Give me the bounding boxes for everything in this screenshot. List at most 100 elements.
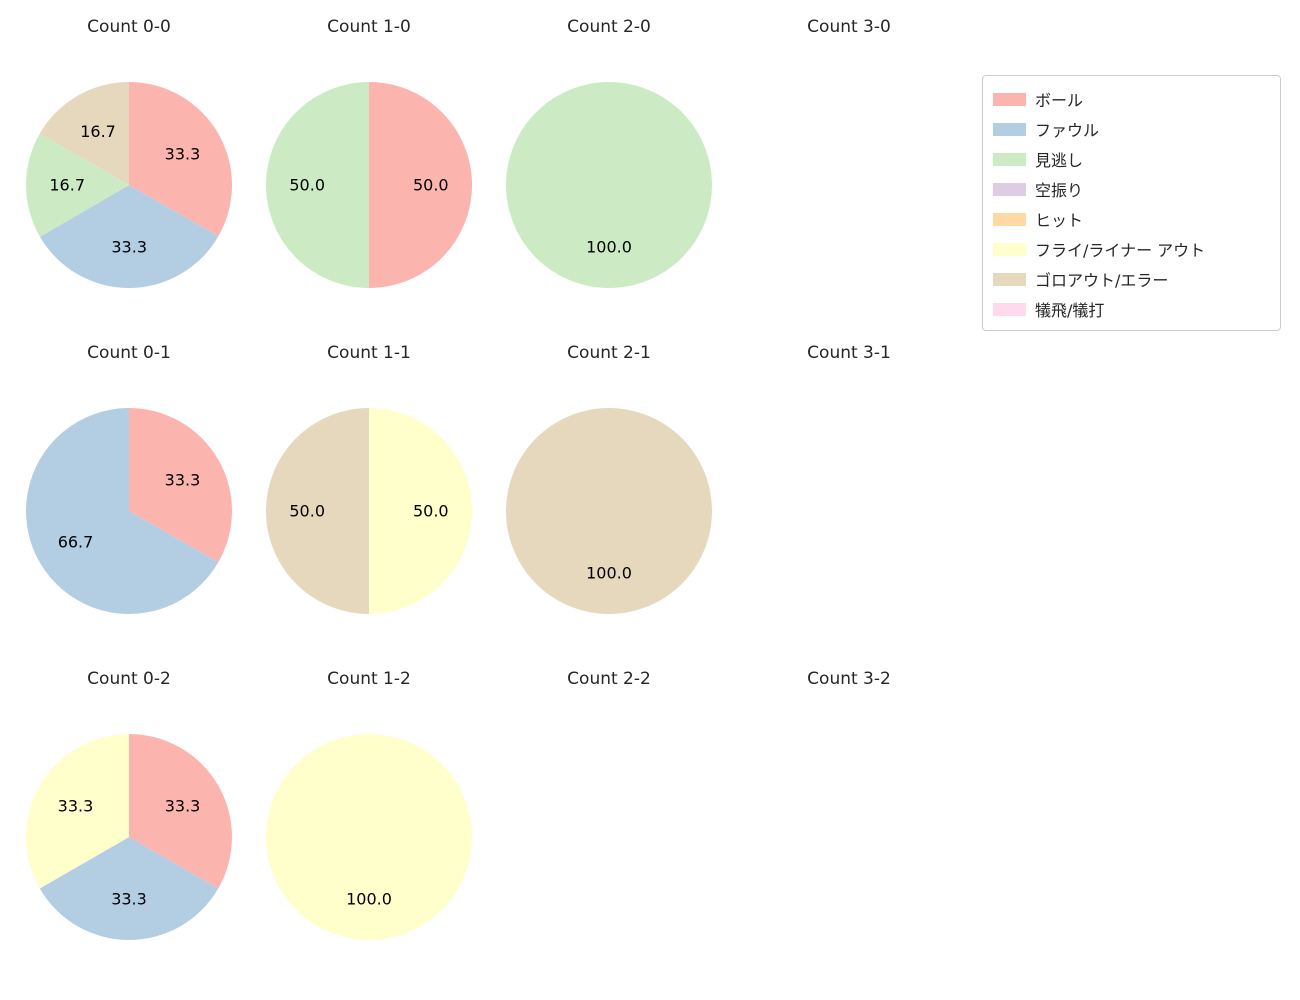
- chart-title: Count 2-1: [567, 343, 651, 363]
- legend-swatch: [993, 182, 1026, 196]
- chart-count-0-2: Count 0-2 33.3 33.3 33.3: [14, 668, 244, 944]
- legend-label: 見逃し: [1035, 151, 1084, 170]
- pie-slice: [369, 82, 472, 288]
- pie-slice: [40, 185, 219, 288]
- pie-count-2-1: 100.0: [494, 404, 724, 618]
- legend-swatch: [993, 212, 1026, 226]
- pie-slice-label: 33.3: [58, 797, 94, 816]
- pie-slice: [129, 734, 232, 889]
- pie-svg: 100.0: [266, 734, 472, 940]
- legend-item: ファウル: [983, 114, 1280, 144]
- pie-slice-label: 50.0: [289, 176, 325, 195]
- pie-count-3-1: [734, 404, 964, 618]
- pie-slice: [506, 408, 712, 614]
- pie-slice: [129, 408, 232, 563]
- pie-count-2-0: 100.0: [494, 78, 724, 292]
- pie-count-0-2: 33.3 33.3 33.3: [14, 730, 244, 944]
- pie-count-0-0: 33.3 33.3 16.7 16.7: [14, 78, 244, 292]
- chart-count-1-2: Count 1-2 100.0: [254, 668, 484, 944]
- chart-title: Count 3-2: [807, 669, 891, 689]
- chart-title: Count 3-0: [807, 17, 891, 37]
- legend-label: ファウル: [1035, 121, 1100, 140]
- pie-slice: [39, 82, 129, 185]
- pie-slice-label: 33.3: [165, 145, 201, 164]
- chart-title: Count 1-2: [327, 669, 411, 689]
- chart-title: Count 2-0: [567, 17, 651, 37]
- legend-label: ゴロアウト/エラー: [1035, 271, 1169, 290]
- pie-slice: [26, 734, 130, 889]
- pie-slice-label: 33.3: [111, 889, 147, 908]
- chart-count-0-1: Count 0-1 33.3 66.7: [14, 342, 244, 618]
- legend-label: 空振り: [1035, 181, 1084, 200]
- pie-slice-label: 50.0: [413, 176, 449, 195]
- pie-slice-label: 33.3: [165, 471, 201, 490]
- chart-title: Count 3-1: [807, 343, 891, 363]
- chart-count-3-0: Count 3-0: [734, 16, 964, 292]
- legend-swatch: [993, 242, 1026, 256]
- legend-label: ボール: [1035, 91, 1084, 110]
- pie-svg: 100.0: [506, 82, 712, 288]
- legend-item: ヒット: [983, 204, 1280, 234]
- pie-count-3-2: [734, 730, 964, 944]
- legend-item: 犠飛/犠打: [983, 294, 1280, 324]
- chart-count-3-2: Count 3-2: [734, 668, 964, 944]
- chart-count-1-1: Count 1-1 50.0 50.0: [254, 342, 484, 618]
- legend-swatch: [993, 92, 1026, 106]
- chart-title: Count 1-0: [327, 17, 411, 37]
- pie-count-2-2: [494, 730, 724, 944]
- legend-swatch: [993, 122, 1026, 136]
- legend-item: 空振り: [983, 174, 1280, 204]
- pie-slice-label: 33.3: [111, 237, 147, 256]
- pie-slice: [266, 408, 369, 614]
- pie-svg: 50.0 50.0: [266, 82, 472, 288]
- pie-slice-label: 33.3: [165, 797, 201, 816]
- pie-slice: [506, 82, 712, 288]
- pie-count-0-1: 33.3 66.7: [14, 404, 244, 618]
- legend-item: フライ/ライナー アウト: [983, 234, 1280, 264]
- chart-count-1-0: Count 1-0 50.0 50.0: [254, 16, 484, 292]
- pie-slice-label: 16.7: [49, 176, 85, 195]
- pie-slice: [266, 82, 369, 288]
- pie-svg: 33.3 33.3 33.3: [26, 734, 232, 940]
- chart-title: Count 0-2: [87, 669, 171, 689]
- legend-label: ヒット: [1035, 211, 1084, 230]
- chart-title: Count 0-1: [87, 343, 171, 363]
- chart-title: Count 2-2: [567, 669, 651, 689]
- legend-label: フライ/ライナー アウト: [1035, 241, 1206, 260]
- legend-swatch: [993, 152, 1026, 166]
- chart-title: Count 1-1: [327, 343, 411, 363]
- legend-swatch: [993, 302, 1026, 316]
- chart-count-2-2: Count 2-2: [494, 668, 724, 944]
- legend-item: ゴロアウト/エラー: [983, 264, 1280, 294]
- legend-item: ボール: [983, 84, 1280, 114]
- pie-slice: [129, 82, 232, 237]
- pie-slice: [266, 734, 472, 940]
- pie-svg: 50.0 50.0: [266, 408, 472, 614]
- pie-svg: 33.3 66.7: [25, 408, 232, 614]
- pie-count-1-1: 50.0 50.0: [254, 404, 484, 618]
- legend-label: 犠飛/犠打: [1035, 301, 1105, 320]
- pie-count-1-0: 50.0 50.0: [254, 78, 484, 292]
- chart-title: Count 0-0: [87, 17, 171, 37]
- chart-count-0-0: Count 0-0 33.3 33.3 16.7 16.7: [14, 16, 244, 292]
- pie-slice: [39, 837, 219, 940]
- pie-slice-label: 100.0: [586, 237, 632, 256]
- pie-count-1-2: 100.0: [254, 730, 484, 944]
- chart-count-2-0: Count 2-0 100.0: [494, 16, 724, 292]
- chart-count-3-1: Count 3-1: [734, 342, 964, 618]
- pie-svg: 33.3 33.3 16.7 16.7: [26, 82, 232, 288]
- legend: ボールファウル見逃し空振りヒットフライ/ライナー アウト ゴロアウト/エラー 犠飛/…: [982, 75, 1281, 331]
- pie-slice-label: 100.0: [346, 889, 392, 908]
- pie-slice-label: 100.0: [586, 563, 632, 582]
- chart-count-2-1: Count 2-1 100.0: [494, 342, 724, 618]
- pie-slice-label: 50.0: [413, 502, 449, 521]
- legend-item: 見逃し: [983, 144, 1280, 174]
- legend-swatch: [993, 272, 1026, 286]
- pie-slice-label: 16.7: [80, 122, 116, 141]
- pie-slice: [25, 408, 219, 614]
- pie-count-3-0: [734, 78, 964, 292]
- pie-slice: [369, 408, 472, 614]
- pie-slice: [26, 133, 130, 237]
- pie-slice-label: 66.7: [58, 532, 94, 551]
